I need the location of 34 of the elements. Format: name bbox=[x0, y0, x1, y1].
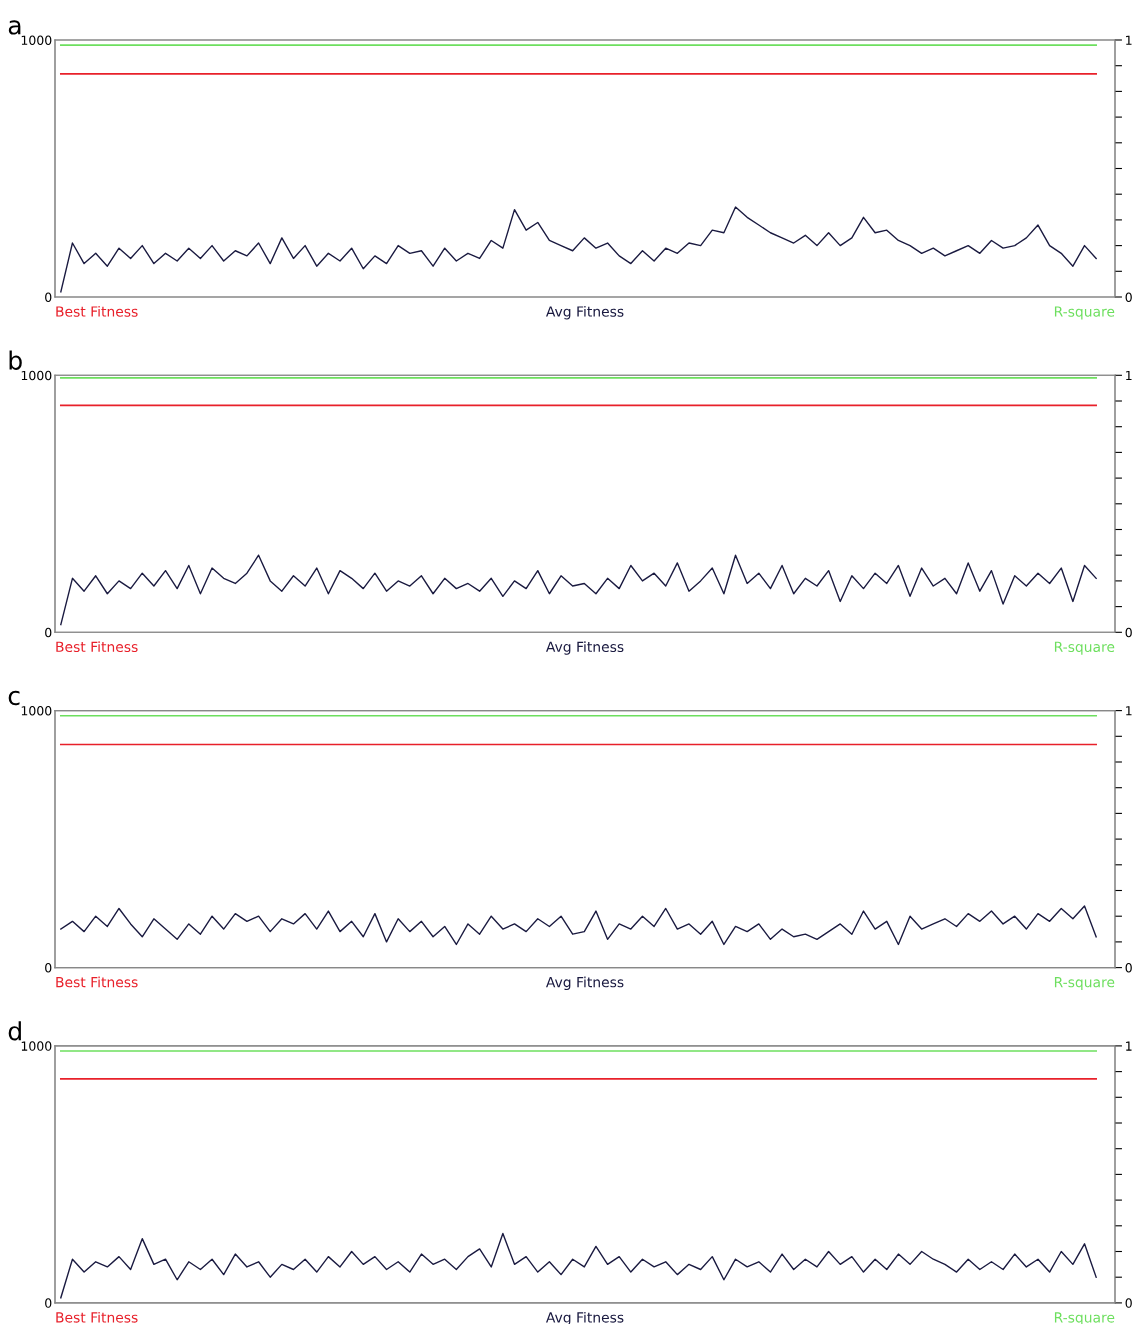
ref-line-label: R-square bbox=[1054, 306, 1115, 320]
chart-title: c bbox=[8, 690, 20, 706]
y2-tick-label: 0 bbox=[1125, 627, 1132, 638]
ref-line-label: Best Fitness bbox=[56, 641, 138, 653]
chart-title: b bbox=[9, 350, 22, 370]
y2-tick-label: 0 bbox=[1125, 963, 1132, 973]
ref-line-label: R-square bbox=[1054, 977, 1115, 991]
y2-tick-label: 1 bbox=[1126, 1041, 1132, 1051]
y2-tick-label: 0 bbox=[1125, 1298, 1132, 1308]
y-tick-label: 1000 bbox=[21, 1041, 52, 1051]
line-series bbox=[60, 206, 1097, 293]
ref-line-label: Best Fitness bbox=[56, 976, 138, 988]
y-tick-label: 0 bbox=[45, 963, 52, 973]
y-tick-label: 1000 bbox=[21, 35, 52, 45]
y-tick-label: 0 bbox=[45, 292, 52, 302]
y-tick-label: 0 bbox=[45, 627, 52, 638]
text: Avg Fitness bbox=[545, 305, 624, 320]
y2-tick-label: 1 bbox=[1126, 370, 1132, 381]
y-tick-label: 1000 bbox=[21, 370, 52, 381]
line-series bbox=[60, 905, 1097, 946]
y-tick-label: 0 bbox=[45, 1298, 52, 1308]
y2-tick-label: 1 bbox=[1126, 35, 1132, 45]
text: Avg Fitness bbox=[545, 976, 624, 991]
y-tick-label: 1000 bbox=[21, 706, 52, 716]
ref-line-label: R-square bbox=[1054, 641, 1115, 655]
chart-title: d bbox=[8, 1021, 21, 1041]
y2-tick-label: 0 bbox=[1125, 292, 1132, 302]
ref-line-label: Best Fitness bbox=[56, 305, 138, 317]
y2-tick-label: 1 bbox=[1126, 706, 1132, 716]
line-series bbox=[60, 1232, 1097, 1299]
text: Avg Fitness bbox=[545, 641, 624, 655]
ref-line-label: Best Fitness bbox=[56, 1311, 138, 1323]
chart-title: a bbox=[8, 20, 21, 35]
line-series bbox=[60, 554, 1097, 626]
